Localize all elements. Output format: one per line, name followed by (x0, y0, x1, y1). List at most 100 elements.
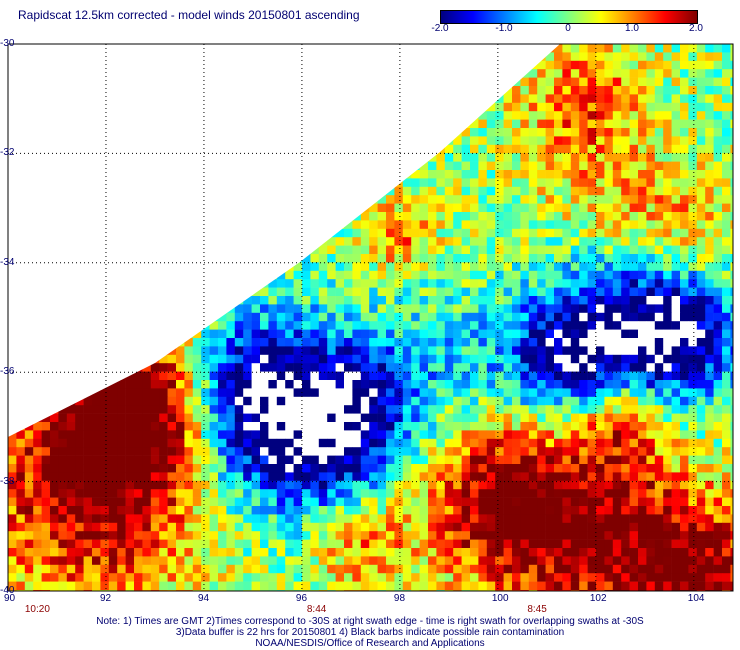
wind-cell (302, 195, 311, 204)
wind-cell (671, 312, 681, 322)
wind-cell (646, 430, 656, 440)
wind-cell (167, 77, 177, 87)
wind-cell (411, 220, 420, 230)
wind-cell (352, 144, 362, 154)
wind-cell (486, 119, 496, 129)
wind-cell (302, 52, 311, 62)
wind-cell (545, 312, 555, 322)
wind-cell (419, 279, 429, 288)
wind-cell (335, 170, 345, 179)
wind-cell (621, 220, 630, 230)
wind-cell (612, 178, 622, 188)
wind-cell (234, 346, 244, 356)
wind-cell (394, 329, 404, 339)
wind-cell (554, 77, 563, 87)
wind-cell (335, 128, 345, 137)
wind-cell (680, 497, 689, 507)
wind-cell (167, 321, 177, 330)
wind-cell (528, 464, 538, 473)
wind-cell (394, 178, 404, 188)
wind-cell (66, 279, 76, 288)
wind-cell (360, 304, 370, 314)
wind-cell (58, 69, 68, 78)
wind-cell (587, 279, 597, 288)
wind-cell (268, 44, 278, 53)
wind-cell (671, 371, 681, 381)
wind-cell (268, 245, 278, 255)
wind-cell (167, 262, 177, 272)
wind-cell (251, 212, 261, 221)
wind-cell (730, 203, 733, 213)
wind-cell (612, 69, 622, 78)
wind-cell (335, 102, 345, 112)
wind-cell (209, 321, 219, 330)
wind-cell (386, 472, 395, 482)
wind-cell (41, 346, 51, 356)
wind-cell (260, 144, 269, 154)
wind-cell (310, 464, 320, 473)
wind-cell (453, 472, 462, 482)
wind-cell (75, 195, 84, 204)
wind-cell (377, 161, 387, 171)
wind-cell (696, 111, 706, 120)
wind-cell (209, 270, 219, 280)
wind-cell (646, 497, 656, 507)
wind-cell (117, 363, 126, 372)
wind-cell (192, 338, 202, 347)
wind-cell (428, 86, 437, 95)
wind-cell (638, 186, 647, 196)
wind-cell (234, 422, 244, 431)
wind-cell (125, 472, 135, 482)
wind-cell (461, 111, 471, 120)
wind-cell (344, 380, 353, 389)
wind-cell (722, 455, 731, 465)
wind-cell (293, 522, 303, 532)
wind-cell (268, 405, 278, 414)
wind-cell (722, 128, 731, 137)
wind-cell (75, 422, 84, 431)
wind-cell (671, 405, 681, 414)
wind-cell (100, 44, 110, 53)
wind-cell (428, 405, 437, 414)
wind-cell (461, 228, 471, 238)
wind-cell (218, 186, 227, 196)
wind-cell (352, 354, 362, 364)
wind-cell (268, 371, 278, 381)
wind-cell (554, 270, 563, 280)
wind-cell (562, 472, 572, 482)
wind-cell (579, 287, 588, 297)
wind-cell (50, 422, 59, 431)
wind-cell (310, 212, 320, 221)
wind-cell (234, 522, 244, 532)
wind-cell (209, 354, 219, 364)
wind-cell (226, 102, 236, 112)
wind-cell (159, 455, 168, 465)
wind-cell (722, 321, 731, 330)
wind-cell (680, 237, 689, 246)
wind-cell (646, 186, 656, 196)
wind-cell (654, 203, 664, 213)
wind-cell (696, 279, 706, 288)
wind-cell (243, 102, 252, 112)
wind-cell (209, 60, 219, 70)
wind-cell (117, 245, 126, 255)
wind-cell (369, 497, 378, 507)
wind-cell (276, 237, 286, 246)
wind-cell (386, 119, 395, 129)
wind-cell (66, 136, 76, 146)
wind-cell (377, 321, 387, 330)
wind-cell (226, 371, 236, 381)
wind-cell (66, 178, 76, 188)
wind-cell (411, 338, 420, 347)
wind-cell (293, 363, 303, 372)
wind-cell (108, 396, 118, 406)
wind-cell (402, 380, 412, 389)
wind-cell (327, 396, 336, 406)
wind-cell (92, 522, 101, 532)
wind-cell (125, 203, 135, 213)
wind-cell (596, 438, 605, 448)
wind-cell (696, 186, 706, 196)
wind-cell (654, 77, 664, 87)
wind-cell (218, 472, 227, 482)
wind-cell (192, 212, 202, 221)
